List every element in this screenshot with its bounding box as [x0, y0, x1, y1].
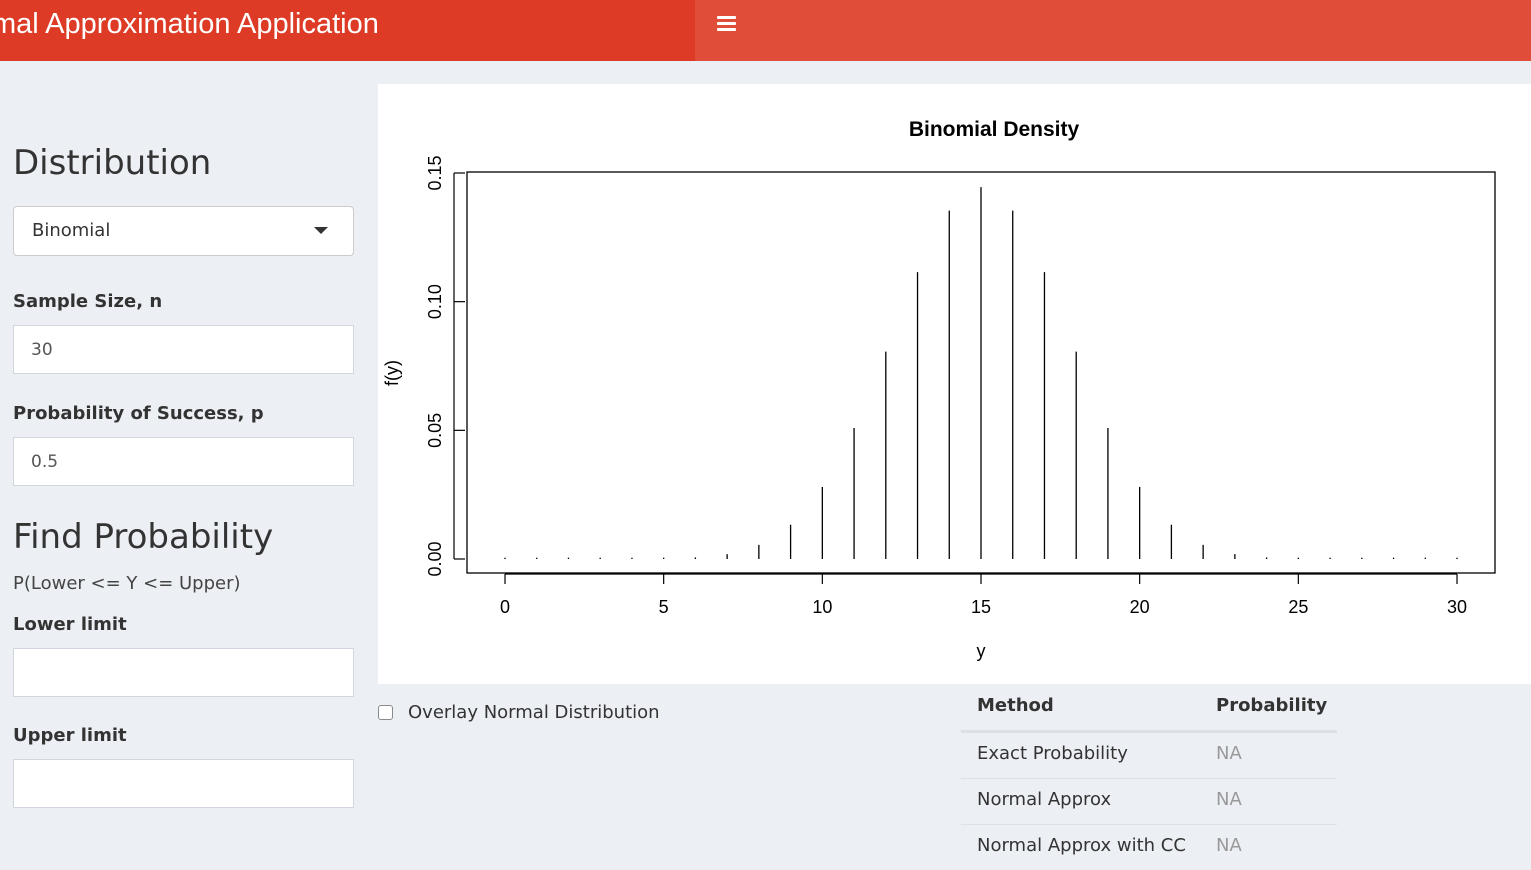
lower-limit-input[interactable]	[13, 648, 354, 697]
distribution-heading: Distribution	[13, 143, 212, 183]
lower-limit-label: Lower limit	[13, 614, 127, 635]
method-cell: Normal Approx	[977, 789, 1112, 810]
results-table: Method Probability Exact Probability NA …	[961, 684, 1337, 870]
y-tick-label: 0.15	[425, 155, 445, 190]
binomial-density-chart: Binomial Density 0 5 10 15 20 25 30 y 0.00 0.05 0.1…	[382, 118, 1496, 661]
y-tick-label: 0.10	[425, 284, 445, 319]
probability-input[interactable]	[13, 437, 354, 486]
plot-frame	[466, 171, 1496, 574]
upper-limit-input[interactable]	[13, 759, 354, 808]
app-title: mal Approximation Application	[0, 8, 379, 40]
chevron-down-icon	[314, 227, 328, 234]
hamburger-menu-icon[interactable]	[717, 16, 737, 32]
x-axis-label: y	[977, 641, 986, 661]
table-row: Exact Probability NA	[961, 732, 1337, 778]
column-header-probability: Probability	[1216, 695, 1328, 716]
table-header-row: Method Probability	[961, 684, 1337, 732]
y-tick-label: 0.00	[425, 541, 445, 576]
header-navbar	[695, 0, 1531, 61]
x-tick-label: 25	[1288, 597, 1308, 617]
probability-expression: P(Lower <= Y <= Upper)	[13, 573, 241, 594]
chart-title: Binomial Density	[909, 118, 1080, 141]
table-row: Normal Approx NA	[961, 778, 1337, 824]
distribution-select-value: Binomial	[32, 220, 111, 241]
y-tick-label: 0.05	[425, 413, 445, 448]
probability-cell: NA	[1216, 789, 1242, 810]
method-cell: Normal Approx with CC	[977, 835, 1186, 856]
method-cell: Exact Probability	[977, 743, 1128, 764]
table-row: Normal Approx with CC NA	[961, 824, 1337, 870]
distribution-select[interactable]: Binomial	[13, 206, 354, 256]
x-tick-label: 10	[812, 597, 832, 617]
sample-size-input[interactable]	[13, 325, 354, 374]
overlay-normal-label: Overlay Normal Distribution	[408, 702, 660, 723]
x-tick-label: 15	[971, 597, 991, 617]
density-plot-panel: Binomial Density 0 5 10 15 20 25 30 y 0.00 0.05 0.1…	[378, 84, 1531, 684]
y-axis-label: f(y)	[382, 360, 402, 386]
x-tick-label: 5	[659, 597, 669, 617]
upper-limit-label: Upper limit	[13, 725, 127, 746]
probability-label: Probability of Success, p	[13, 403, 264, 424]
probability-cell: NA	[1216, 743, 1242, 764]
header-logo-bar: mal Approximation Application	[0, 0, 695, 61]
x-tick-label: 20	[1130, 597, 1150, 617]
sample-size-label: Sample Size, n	[13, 291, 163, 312]
column-header-method: Method	[977, 695, 1054, 716]
find-probability-heading: Find Probability	[13, 517, 274, 557]
probability-cell: NA	[1216, 835, 1242, 856]
overlay-normal-checkbox[interactable]	[378, 705, 393, 720]
x-tick-label: 30	[1447, 597, 1467, 617]
x-tick-label: 0	[500, 597, 510, 617]
